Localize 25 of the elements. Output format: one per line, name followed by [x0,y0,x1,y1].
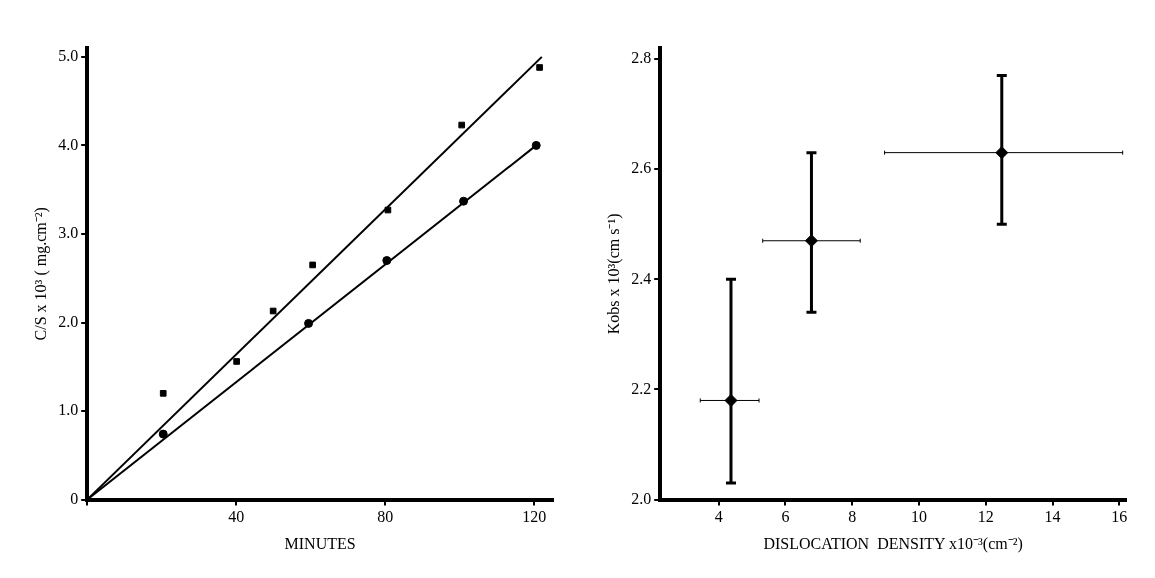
x-tick-label: 8 [848,508,857,526]
x-axis-title: DISLOCATION DENSITY x10⁻³(cm⁻²) [763,534,1023,553]
x-tick-label: 6 [781,508,790,526]
y-tick-label: 2.8 [631,49,652,67]
y-tick-label: 2.4 [631,269,652,287]
y-tick-label: 0 [70,489,79,507]
x-tick-label: 12 [977,508,994,526]
y-tick-label: 2.6 [631,159,652,177]
x-tick-label: 14 [1044,508,1061,526]
x-tick-label: 120 [522,508,547,526]
y-tick-label: 2.0 [631,489,652,507]
y-axis-title: C/S x 10³ ( mg.cm⁻²) [31,207,50,341]
y-tick-label: 5.0 [58,47,79,65]
x-tick-label: 4 [714,508,723,526]
x-tick-label: 80 [377,508,394,526]
x-tick-label: 16 [1111,508,1128,526]
y-tick-label: 4.0 [58,135,79,153]
y-tick-label: 2.0 [58,312,79,330]
y-tick-label: 2.2 [631,379,652,397]
y-tick-label: 1.0 [58,401,79,419]
y-tick-label: 3.0 [58,224,79,242]
x-tick-label: 10 [910,508,927,526]
x-axis-title: MINUTES [284,534,356,552]
x-tick-label: 40 [228,508,245,526]
y-axis-title: Kobs x 10³(cm s⁻¹) [604,213,623,335]
